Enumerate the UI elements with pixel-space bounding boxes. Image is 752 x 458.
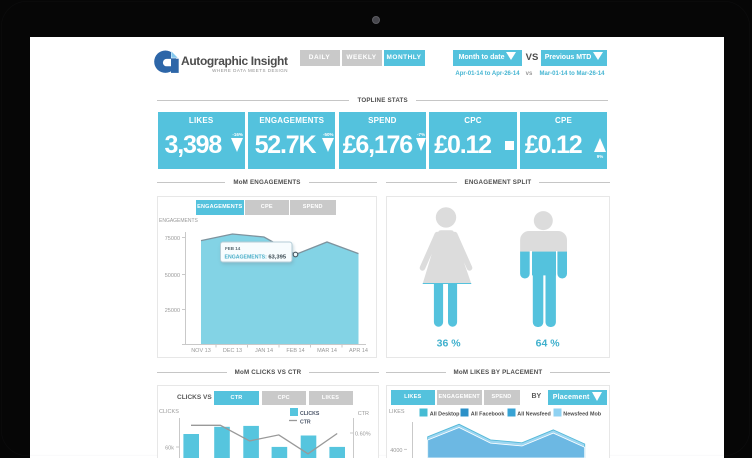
svg-text:All Facebook: All Facebook <box>470 411 504 417</box>
svg-text:APR 14: APR 14 <box>349 348 368 354</box>
svg-text:CTR: CTR <box>358 411 369 417</box>
svg-text:60k: 60k <box>165 446 174 452</box>
svg-text:FEB 14: FEB 14 <box>225 246 241 251</box>
svg-text:4000: 4000 <box>390 448 402 454</box>
svg-text:Newsfeed Mob: Newsfeed Mob <box>563 411 601 417</box>
svg-text:75000: 75000 <box>165 236 180 242</box>
svg-text:All Newsfeed: All Newsfeed <box>517 411 551 417</box>
svg-text:JAN 14: JAN 14 <box>255 348 273 354</box>
svg-text:MAR 14: MAR 14 <box>317 348 337 354</box>
svg-text:NOV 13: NOV 13 <box>191 348 211 354</box>
svg-text:50000: 50000 <box>165 273 180 279</box>
svg-text:CLICKS: CLICKS <box>159 409 179 415</box>
svg-text:ENGAGEMENTS: 63,395: ENGAGEMENTS: 63,395 <box>225 255 287 261</box>
svg-text:0.60%: 0.60% <box>355 432 371 438</box>
svg-text:DEC 13: DEC 13 <box>223 348 242 354</box>
svg-text:36 %: 36 % <box>437 338 462 350</box>
svg-text:LIKES: LIKES <box>389 409 405 415</box>
svg-text:FEB 14: FEB 14 <box>286 348 304 354</box>
svg-text:All Desktop: All Desktop <box>429 411 459 417</box>
svg-text:CLICKS: CLICKS <box>300 411 320 417</box>
svg-text:CTR: CTR <box>300 419 311 425</box>
svg-text:25000: 25000 <box>165 308 180 314</box>
svg-text:64 %: 64 % <box>536 338 561 350</box>
